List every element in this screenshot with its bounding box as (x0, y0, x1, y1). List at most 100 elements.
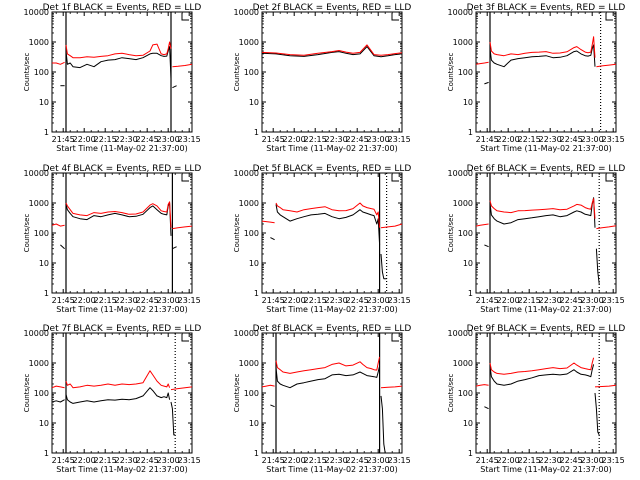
detector-panel-6: Det 6f BLACK = Events, RED = LLD 1 10 100 10… (447, 164, 625, 314)
y-axis-label: Counts/sec (233, 374, 241, 413)
series-line-lld (489, 198, 596, 219)
x-tick-label: 23:00 (157, 456, 180, 465)
x-tick-label: 21:45 (262, 135, 285, 144)
x-tick-label: 22:30 (539, 296, 562, 305)
y-tick-label: 100 (458, 68, 473, 77)
panel-title: Det 1f BLACK = Events, RED = LLD (43, 3, 202, 13)
series-line-events (65, 387, 171, 404)
x-tick-label: 22:30 (115, 135, 138, 144)
x-tick-label: 23:15 (178, 135, 201, 144)
plot-frame (261, 332, 403, 454)
series-line-lld (65, 201, 172, 228)
series-line-lld (380, 385, 403, 389)
x-tick-label: 23:15 (178, 456, 201, 465)
series-line-lld (51, 385, 65, 389)
bracket-marker (391, 334, 399, 342)
x-tick-label: 22:00 (497, 135, 520, 144)
y-tick-label: 1 (44, 289, 49, 298)
panel-title: Det 5f BLACK = Events, RED = LLD (253, 164, 412, 174)
y-tick-label: 100 (34, 229, 49, 238)
series-line-lld (475, 223, 489, 227)
x-tick-label: 22:45 (560, 296, 583, 305)
series-line-events (172, 85, 177, 89)
x-tick-label: 22:30 (325, 456, 348, 465)
x-tick-label: 23:00 (367, 456, 390, 465)
y-tick-label: 1000 (239, 199, 259, 208)
y-tick-label: 1 (254, 128, 259, 137)
y-tick-label: 10 (39, 259, 49, 268)
y-tick-label: 1000 (239, 359, 259, 368)
y-tick-label: 1000 (29, 199, 49, 208)
x-tick-label: 22:15 (518, 296, 541, 305)
y-tick-label: 10 (39, 98, 49, 107)
x-tick-label: 23:15 (388, 296, 411, 305)
series-line-events (594, 392, 600, 436)
x-tick-label: 22:00 (283, 135, 306, 144)
x-axis-label: Start Time (11-May-02 21:37:00) (480, 465, 611, 474)
x-tick-label: 21:45 (476, 296, 499, 305)
x-axis-label: Start Time (11-May-02 21:37:00) (480, 144, 611, 153)
detector-panel-8: Det 8f BLACK = Events, RED = LLD 1 10 100 10… (233, 324, 411, 474)
x-tick-label: 23:00 (581, 135, 604, 144)
y-tick-label: 1000 (453, 38, 473, 47)
series-line-lld (172, 225, 193, 230)
detector-panel-5: Det 5f BLACK = Events, RED = LLD 1 10 100 10… (233, 164, 411, 314)
y-tick-label: 100 (34, 68, 49, 77)
x-tick-label: 22:30 (539, 135, 562, 144)
y-tick-label: 10 (39, 419, 49, 428)
bracket-marker (391, 13, 399, 21)
x-tick-label: 21:45 (52, 456, 75, 465)
series-line-lld (596, 225, 617, 230)
x-tick-label: 23:15 (602, 135, 625, 144)
series-line-lld (65, 41, 172, 59)
x-axis-label: Start Time (11-May-02 21:37:00) (56, 144, 187, 153)
panel-title: Det 6f BLACK = Events, RED = LLD (467, 164, 626, 174)
x-tick-label: 22:15 (304, 296, 327, 305)
series-line-events (172, 246, 177, 250)
x-tick-label: 23:00 (581, 296, 604, 305)
x-tick-label: 22:45 (136, 135, 159, 144)
x-axis-label: Start Time (11-May-02 21:37:00) (56, 465, 187, 474)
y-tick-label: 10000 (234, 169, 259, 178)
x-tick-label: 22:00 (497, 456, 520, 465)
series-line-lld (170, 386, 193, 391)
x-tick-label: 22:45 (560, 456, 583, 465)
x-tick-label: 23:00 (367, 135, 390, 144)
x-tick-label: 22:00 (73, 456, 96, 465)
x-tick-label: 21:45 (262, 296, 285, 305)
y-tick-label: 1000 (453, 359, 473, 368)
x-tick-label: 23:15 (388, 456, 411, 465)
series-line-lld (475, 61, 489, 65)
series-line-lld (380, 223, 403, 229)
x-tick-label: 22:00 (73, 296, 96, 305)
y-axis-label: Counts/sec (23, 214, 31, 253)
y-tick-label: 100 (244, 68, 259, 77)
y-tick-label: 1 (468, 128, 473, 137)
x-tick-label: 22:45 (346, 296, 369, 305)
x-tick-label: 22:00 (497, 296, 520, 305)
y-tick-label: 10000 (234, 329, 259, 338)
bracket-marker (605, 13, 613, 21)
x-tick-label: 22:00 (283, 456, 306, 465)
y-tick-label: 10000 (234, 8, 259, 17)
series-line-lld (275, 356, 381, 374)
x-tick-label: 21:45 (52, 296, 75, 305)
y-tick-label: 10 (249, 259, 259, 268)
y-tick-label: 10000 (24, 169, 49, 178)
x-tick-label: 22:30 (325, 296, 348, 305)
x-tick-label: 22:45 (560, 135, 583, 144)
y-tick-label: 10000 (24, 329, 49, 338)
y-tick-label: 10000 (448, 169, 473, 178)
series-line-lld (51, 223, 65, 227)
y-tick-label: 1 (254, 449, 259, 458)
y-tick-label: 1 (254, 289, 259, 298)
bracket-marker (605, 174, 613, 182)
series-line-events (380, 253, 387, 280)
series-line-lld (261, 44, 403, 56)
series-line-events (51, 399, 65, 403)
panel-title: Det 9f BLACK = Events, RED = LLD (467, 324, 626, 334)
series-line-lld (275, 202, 381, 228)
y-tick-label: 1 (44, 449, 49, 458)
x-tick-label: 23:00 (367, 296, 390, 305)
